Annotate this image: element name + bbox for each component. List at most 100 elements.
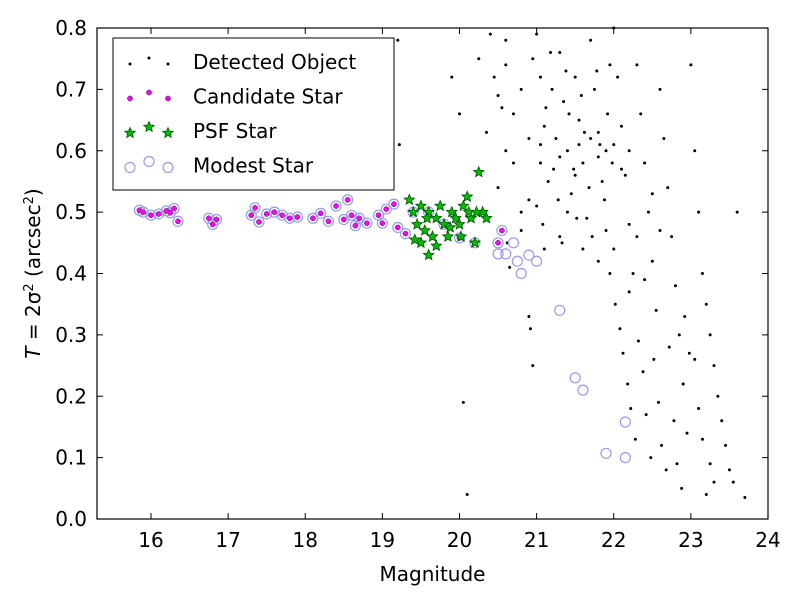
data-point (210, 213, 223, 226)
data-point (541, 222, 545, 226)
data-point (519, 87, 523, 91)
legend-label: Candidate Star (193, 85, 343, 109)
data-point (388, 198, 400, 210)
data-point (619, 452, 631, 464)
data-point (689, 63, 693, 67)
data-point (322, 215, 334, 227)
data-point (664, 468, 668, 472)
data-point (418, 223, 432, 236)
data-point (460, 190, 474, 203)
data-point (650, 192, 654, 196)
data-point (465, 492, 469, 496)
data-point (572, 167, 576, 171)
data-point (531, 255, 543, 267)
data-point (619, 167, 623, 171)
data-point (627, 290, 631, 294)
data-point (712, 480, 716, 484)
data-point (538, 75, 542, 79)
data-point (573, 173, 577, 177)
data-point (511, 255, 523, 267)
data-point (708, 462, 712, 466)
data-point (353, 212, 365, 224)
data-point (604, 149, 608, 153)
data-point (598, 143, 602, 147)
data-point (453, 217, 466, 230)
data-point (618, 327, 622, 331)
data-point (558, 235, 562, 239)
data-point (449, 211, 462, 224)
data-point (397, 143, 401, 147)
x-tick-label: 21 (524, 528, 549, 552)
data-point (433, 199, 447, 212)
legend-marker (123, 126, 137, 139)
data-point (623, 173, 627, 177)
data-point (581, 247, 585, 251)
x-tick-label: 22 (601, 528, 626, 552)
data-point (675, 462, 679, 466)
data-point (402, 230, 409, 237)
data-point (558, 155, 562, 159)
data-point (636, 339, 640, 343)
data-point (693, 357, 697, 361)
data-point (519, 210, 523, 214)
data-point (670, 235, 674, 239)
data-point (673, 284, 677, 288)
data-point (396, 38, 400, 42)
data-point (256, 219, 262, 225)
data-point (205, 215, 212, 222)
data-point (683, 314, 687, 318)
data-point (604, 229, 608, 233)
data-point (612, 143, 616, 147)
data-point (577, 118, 581, 122)
data-point (708, 333, 712, 337)
data-point (693, 149, 697, 153)
data-point (470, 205, 483, 218)
data-point (565, 210, 569, 214)
data-point (704, 492, 708, 496)
data-point (414, 199, 428, 212)
data-point (376, 217, 388, 229)
data-point (317, 210, 324, 217)
data-point (602, 198, 606, 202)
data-point (606, 112, 610, 116)
data-point (538, 143, 542, 147)
x-tick-label: 16 (138, 528, 163, 552)
y-axis-label-eq: = 2σ (21, 291, 45, 346)
data-point (472, 165, 486, 178)
data-point (504, 38, 508, 42)
data-point (342, 194, 354, 206)
data-point (554, 304, 566, 316)
data-point (542, 247, 546, 251)
data-point (579, 94, 583, 98)
data-point (649, 456, 653, 460)
data-point (573, 75, 577, 79)
legend-marker (142, 120, 156, 133)
legend-marker (124, 161, 136, 174)
data-point (515, 267, 527, 280)
data-point (340, 216, 347, 223)
data-point (735, 210, 739, 214)
data-point (656, 400, 660, 404)
data-point (650, 259, 654, 263)
data-point (468, 236, 482, 249)
y-tick-label: 0.2 (55, 384, 87, 408)
data-point (743, 496, 747, 500)
data-point (589, 136, 593, 140)
data-point (249, 202, 261, 214)
data-point (172, 215, 184, 227)
data-point (426, 230, 439, 242)
data-point (492, 248, 504, 260)
data-point (496, 224, 508, 237)
data-point (394, 224, 401, 231)
data-point (613, 302, 617, 306)
data-point (422, 248, 435, 261)
data-point (213, 216, 220, 223)
data-point (203, 212, 215, 224)
legend-marker (165, 95, 171, 102)
data-point (608, 63, 612, 67)
data-point (345, 209, 358, 221)
data-point (488, 32, 492, 36)
data-point (538, 161, 542, 165)
data-point (379, 220, 386, 227)
